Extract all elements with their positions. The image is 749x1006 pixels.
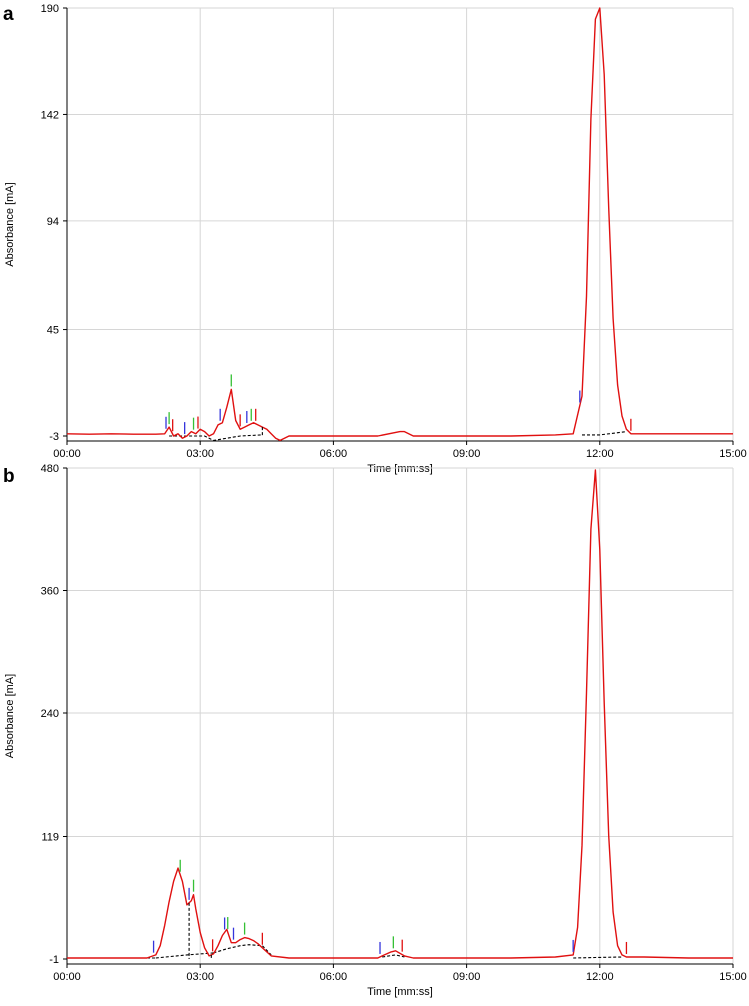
panel-a-x-tick-label: 00:00 — [53, 448, 81, 460]
chart-panel-a: a 00:00 03:00 06:00 09:00 12:00 15:00 -3 45 94 14… — [3, 3, 747, 475]
panel-b-x-tick-label: 15:00 — [719, 971, 747, 983]
panel-a-absorbance-trace — [67, 7, 733, 441]
panel-b-plot-area — [67, 469, 733, 959]
panel-a-x-tick-label: 09:00 — [453, 448, 481, 460]
panel-a-y-tick-label: 142 — [41, 109, 59, 121]
panel-b-integration-baseline — [213, 944, 272, 956]
panel-a-y-tick-label: 190 — [41, 3, 59, 15]
panel-label-b: b — [3, 466, 15, 487]
panel-a-plot-area — [67, 7, 733, 441]
panel-a-y-tick-label: 45 — [47, 325, 59, 337]
panel-a-integration-baseline — [582, 431, 627, 436]
panel-b-x-axis-title: Time [mm:ss] — [367, 986, 433, 998]
panel-a-x-tick-label: 06:00 — [320, 448, 348, 460]
panel-b-x-tick-label: 09:00 — [453, 971, 481, 983]
panel-a-integration-baseline — [169, 434, 263, 441]
panel-a-y-tick-label: -3 — [49, 431, 59, 443]
panel-b-y-axis-title: Absorbance [mA] — [4, 674, 16, 758]
panel-b-x-tick-label: 06:00 — [320, 971, 348, 983]
panel-a-x-tick-label: 03:00 — [186, 448, 214, 460]
panel-b-x-tick-label: 12:00 — [586, 971, 614, 983]
panel-b-integration-baseline — [573, 956, 623, 959]
panel-b-y-tick-label: 360 — [41, 585, 59, 597]
panel-b-integration-baseline — [155, 952, 214, 959]
panel-a-y-axis-title: Absorbance [mA] — [4, 182, 16, 266]
panel-a-x-tick-label: 15:00 — [719, 448, 747, 460]
panel-b-y-tick-label: 119 — [41, 832, 59, 844]
panel-b-integration-baseline — [382, 954, 405, 958]
panel-b-x-tick-label: 03:00 — [186, 971, 214, 983]
chart-panel-b: b 00:00 03:00 06:00 09:00 12:00 15:00 -1 119 240… — [3, 463, 747, 998]
panel-label-a: a — [3, 4, 14, 25]
panel-b-y-tick-label: 240 — [41, 708, 59, 720]
panel-a-x-tick-label: 12:00 — [586, 448, 614, 460]
panel-b-y-tick-label: 480 — [41, 463, 59, 475]
panel-b-y-tick-label: -1 — [49, 954, 59, 966]
panel-b-absorbance-trace — [67, 469, 733, 959]
panel-a-x-axis-title: Time [mm:ss] — [367, 463, 433, 475]
panel-a-y-tick-label: 94 — [47, 216, 59, 228]
panel-b-x-tick-label: 00:00 — [53, 971, 81, 983]
